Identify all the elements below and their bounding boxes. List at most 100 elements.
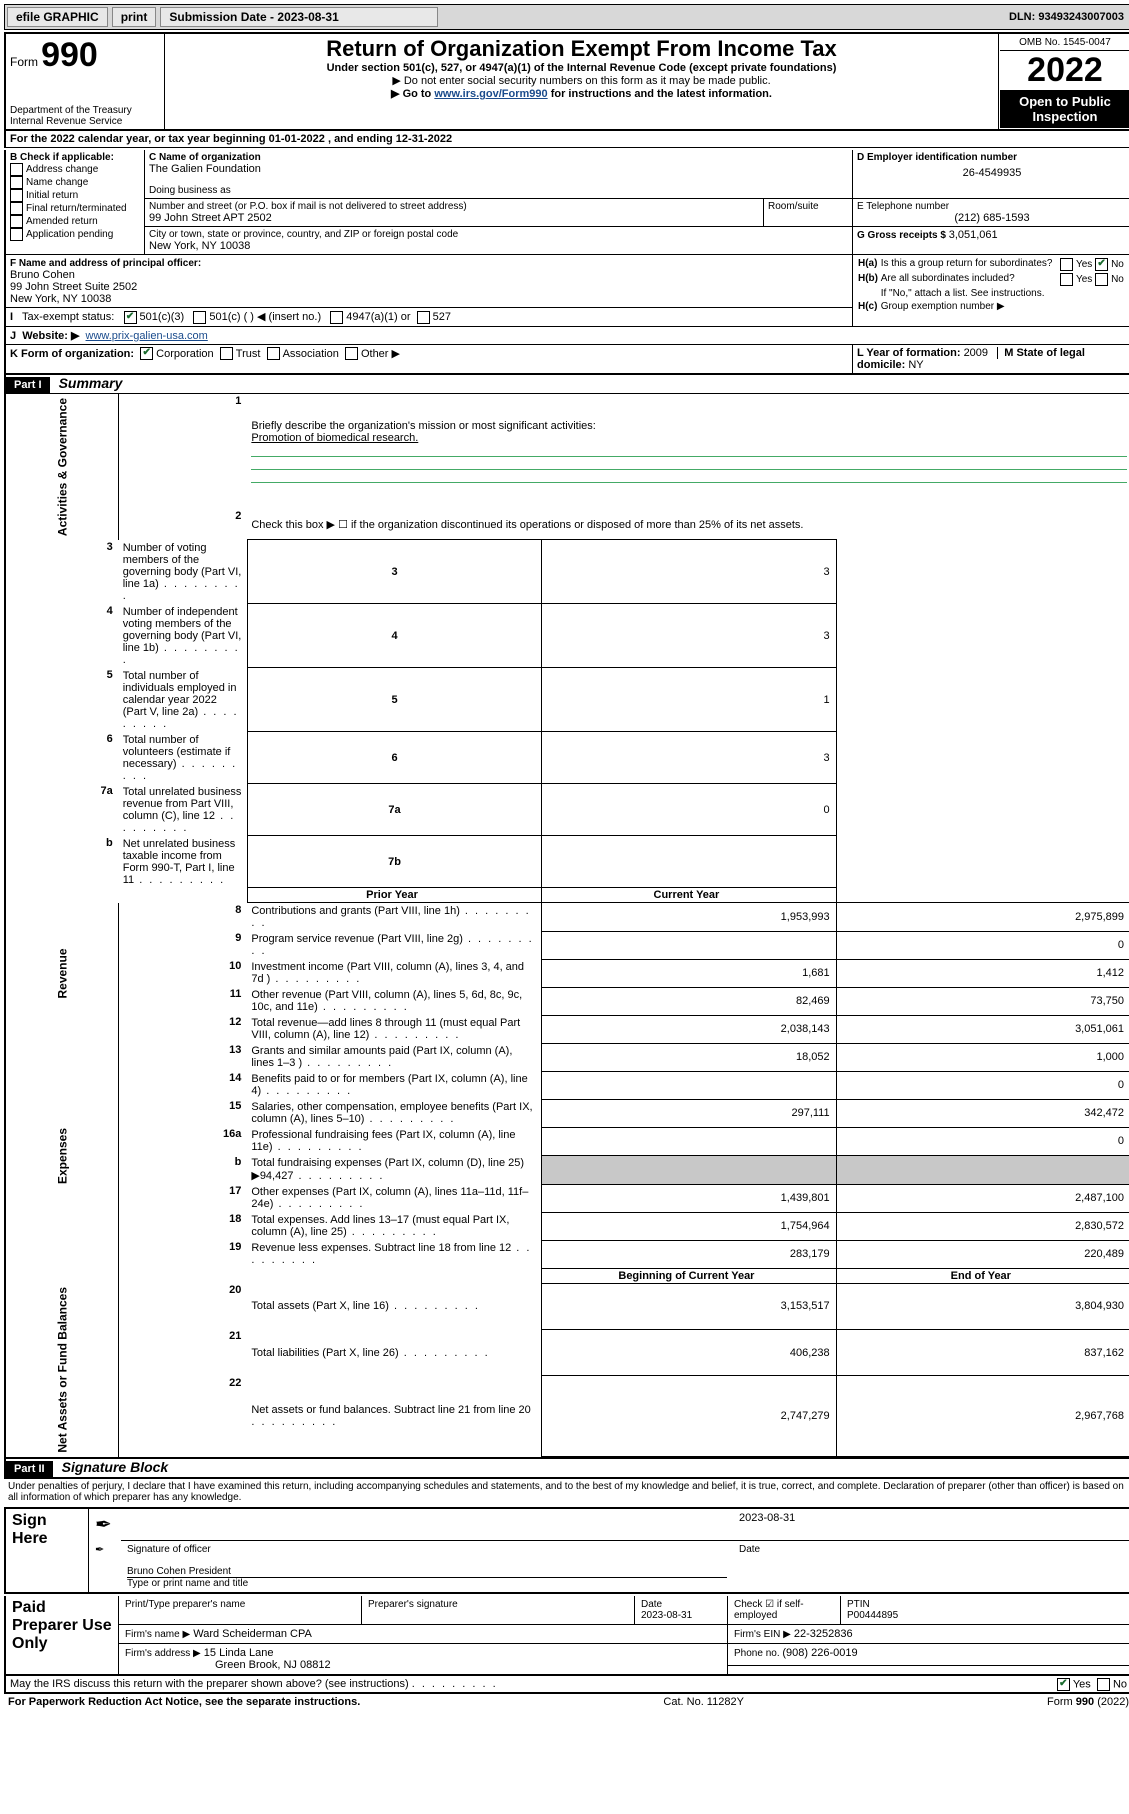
q2-text: Check this box ▶ ☐ if the organization d…	[247, 509, 1129, 539]
dept-treasury: Department of the Treasury	[10, 105, 160, 116]
part-ii-bar: Part II	[6, 1461, 53, 1477]
box-f-label: F Name and address of principal officer:	[10, 258, 201, 269]
firm-addr1: 15 Linda Lane	[204, 1647, 274, 1659]
form990-link[interactable]: www.irs.gov/Form990	[434, 88, 547, 100]
line-a: For the 2022 calendar year, or tax year …	[4, 131, 1129, 148]
box-l-label: L Year of formation:	[857, 347, 964, 359]
goto-post: for instructions and the latest informat…	[551, 88, 772, 100]
page-footer: For Paperwork Reduction Act Notice, see …	[4, 1694, 1129, 1710]
dba-label: Doing business as	[149, 185, 848, 196]
form-subtitle: Under section 501(c), 527, or 4947(a)(1)…	[169, 62, 994, 74]
firm-addr2: Green Brook, NJ 08812	[125, 1659, 331, 1671]
box-b-check-3[interactable]	[10, 202, 23, 215]
vlabel-governance: Activities & Governance	[6, 394, 119, 540]
hc-label: Group exemption number ▶	[880, 300, 1127, 313]
firm-name: Ward Scheiderman CPA	[193, 1628, 312, 1640]
name-title-label: Type or print name and title	[127, 1578, 248, 1589]
hb-yes-checkbox[interactable]	[1060, 273, 1073, 286]
city-state-zip: New York, NY 10038	[149, 240, 848, 252]
prep-date: 2023-08-31	[641, 1610, 692, 1621]
goto-pre: ▶ Go to	[391, 88, 434, 100]
ssn-warning: ▶ Do not enter social security numbers o…	[169, 74, 994, 87]
officer-addr1: 99 John Street Suite 2502	[10, 281, 137, 293]
hdr-end-year: End of Year	[836, 1268, 1129, 1283]
part-i-bar: Part I	[6, 377, 50, 393]
527-checkbox[interactable]	[417, 311, 430, 324]
sign-date: 2023-08-31	[733, 1508, 1129, 1540]
trust-checkbox[interactable]	[220, 347, 233, 360]
telephone-value: (212) 685-1593	[857, 212, 1127, 224]
vlabel-rev-rows: Revenue	[6, 903, 119, 1044]
form-number: 990	[41, 36, 98, 74]
prep-name-hdr: Print/Type preparer's name	[119, 1596, 362, 1625]
box-k-label: K Form of organization:	[10, 348, 134, 360]
dln-value: 93493243007003	[1038, 11, 1124, 23]
pen-icon: ✒	[89, 1508, 122, 1540]
ptin-value: P00444895	[847, 1610, 898, 1621]
topbar: efile GRAPHIC print Submission Date - 20…	[4, 4, 1129, 30]
hdr-prior-year: Prior Year	[247, 888, 541, 903]
ha-yes-checkbox[interactable]	[1060, 258, 1073, 271]
box-i-label: Tax-exempt status:	[22, 311, 114, 323]
box-b-check-4[interactable]	[10, 215, 23, 228]
box-g-label: G Gross receipts $	[857, 230, 949, 241]
line-a-mid: , and ending	[328, 133, 396, 145]
dln-box: DLN: 93493243007003	[1009, 11, 1129, 23]
ein-value: 26-4549935	[857, 163, 1127, 179]
catalog-number: Cat. No. 11282Y	[663, 1696, 744, 1708]
form-word: Form	[10, 55, 38, 69]
corp-checkbox[interactable]	[140, 347, 153, 360]
other-checkbox[interactable]	[345, 347, 358, 360]
form-footer: Form 990 (2022)	[1047, 1696, 1129, 1708]
hdr-beginning-year: Beginning of Current Year	[542, 1268, 836, 1283]
date-label: Date	[733, 1540, 1129, 1593]
box-b-check-2[interactable]	[10, 189, 23, 202]
self-employed-check: Check ☑ if self-employed	[728, 1596, 841, 1625]
box-c-name-label: C Name of organization	[149, 152, 848, 163]
tax-year-begin: 01-01-2022	[269, 133, 325, 145]
4947-checkbox[interactable]	[330, 311, 343, 324]
box-d-label: D Employer identification number	[857, 152, 1127, 163]
addr-label: Number and street (or P.O. box if mail i…	[149, 201, 759, 212]
form-header: Form 990 Department of the Treasury Inte…	[4, 32, 1129, 131]
officer-name: Bruno Cohen	[10, 269, 75, 281]
box-j-label: Website: ▶	[22, 330, 79, 342]
discuss-yes-checkbox[interactable]	[1057, 1678, 1070, 1691]
goto-instructions: ▶ Go to www.irs.gov/Form990 for instruct…	[169, 87, 994, 100]
print-button[interactable]: print	[112, 7, 157, 27]
perjury-declaration: Under penalties of perjury, I declare th…	[4, 1479, 1129, 1505]
paid-preparer-block: Paid Preparer Use Only Print/Type prepar…	[4, 1596, 1129, 1676]
sign-here-block: Sign Here ✒ 2023-08-31 ✒ Signature of of…	[4, 1507, 1129, 1594]
sig-officer-label: Signature of officer	[127, 1544, 211, 1555]
tax-year: 2022	[1000, 51, 1129, 90]
irs-label: Internal Revenue Service	[10, 116, 160, 127]
sign-here-label: Sign Here	[5, 1508, 89, 1593]
submission-date-box: Submission Date - 2023-08-31	[160, 7, 438, 27]
org-name: The Galien Foundation	[149, 163, 848, 175]
officer-addr2: New York, NY 10038	[10, 293, 111, 305]
hb-question: Are all subordinates included?	[880, 272, 1059, 287]
box-b-check-1[interactable]	[10, 176, 23, 189]
open-public: Open to Public Inspection	[1000, 90, 1129, 128]
submission-date-label: Submission Date -	[169, 10, 277, 24]
501c3-checkbox[interactable]	[124, 311, 137, 324]
website-link[interactable]: www.prix-galien-usa.com	[86, 330, 208, 342]
assoc-checkbox[interactable]	[267, 347, 280, 360]
room-suite-label: Room/suite	[764, 199, 853, 227]
city-label: City or town, state or province, country…	[149, 229, 848, 240]
paid-preparer-label: Paid Preparer Use Only	[5, 1596, 119, 1675]
tax-year-end: 12-31-2022	[396, 133, 452, 145]
year-formation: 2009	[964, 347, 988, 359]
vlabel-exp-rows: Expenses	[6, 1043, 119, 1268]
entity-block: B Check if applicable: Address changeNam…	[4, 150, 1129, 375]
hb-no-checkbox[interactable]	[1095, 273, 1108, 286]
firm-phone: (908) 226-0019	[782, 1647, 857, 1659]
box-b-check-5[interactable]	[10, 228, 23, 241]
efile-graphic-label: efile GRAPHIC	[7, 7, 108, 27]
ha-no-checkbox[interactable]	[1095, 258, 1108, 271]
ha-question: Is this a group return for subordinates?	[880, 257, 1059, 272]
box-b-label: B Check if applicable:	[10, 152, 140, 163]
501c-checkbox[interactable]	[193, 311, 206, 324]
box-b-check-0[interactable]	[10, 163, 23, 176]
discuss-no-checkbox[interactable]	[1097, 1678, 1110, 1691]
